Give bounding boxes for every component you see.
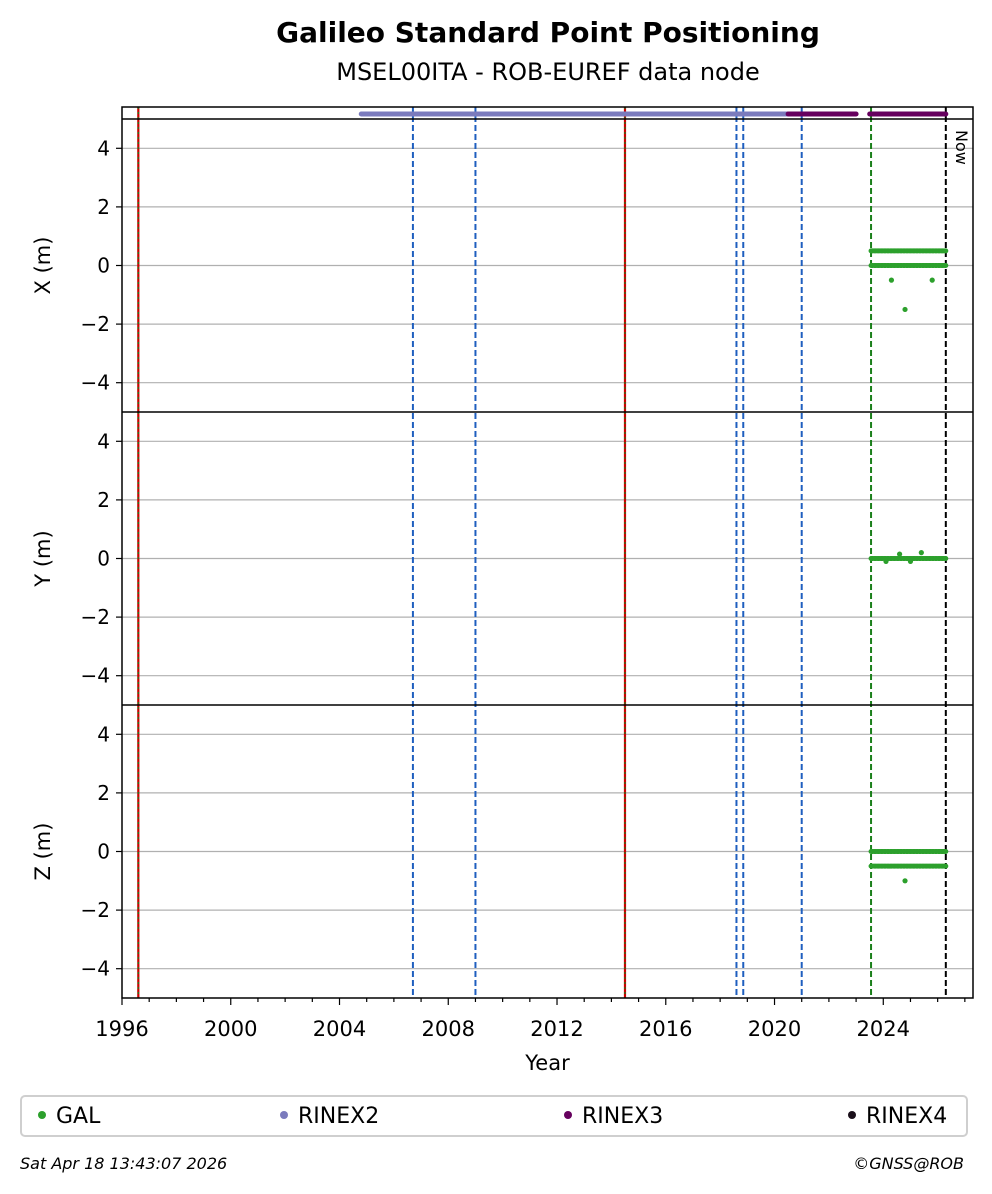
chart-title: Galileo Standard Point Positioning — [276, 16, 820, 49]
y-tick-label: 2 — [97, 781, 110, 805]
y-axis-label: Z (m) — [31, 823, 55, 881]
y-tick-label: 4 — [97, 136, 110, 160]
y-tick-label: 0 — [97, 840, 110, 864]
x-tick-label: 2004 — [313, 1017, 366, 1041]
x-tick-label: 1996 — [95, 1017, 148, 1041]
x-tick-label: 2008 — [422, 1017, 475, 1041]
x-tick-label: 2012 — [530, 1017, 583, 1041]
chart-area: −4 −2 0 2 4 X (m) −4 −2 0 2 4 Y (m) −4 −2 0 2 4 Z (m) Now 1… — [31, 106, 974, 1075]
legend-marker-gal — [38, 1111, 46, 1119]
legend-item-rinex3: RINEX3 — [564, 1104, 663, 1129]
gal-point — [918, 550, 924, 556]
y-tick-label: 2 — [97, 488, 110, 512]
y-tick-label: −4 — [81, 371, 110, 395]
y-tick-label: 0 — [97, 547, 110, 571]
legend-label-rinex2: RINEX2 — [298, 1104, 380, 1129]
now-label: Now — [952, 130, 971, 165]
y-axis-label: X (m) — [31, 237, 55, 295]
y-tick-label: −2 — [81, 312, 110, 336]
legend-label-rinex4: RINEX4 — [866, 1104, 948, 1129]
gal-point — [907, 558, 914, 565]
y-axis-label: Y (m) — [31, 530, 55, 587]
legend: GAL RINEX2 RINEX3 RINEX4 — [20, 1095, 968, 1137]
y-tick-label: −4 — [81, 957, 110, 981]
legend-item-rinex2: RINEX2 — [280, 1104, 379, 1129]
y-tick-label: 4 — [97, 429, 110, 453]
x-tick-label: 2000 — [204, 1017, 257, 1041]
footer-copyright: ©GNSS@ROB — [853, 1154, 964, 1173]
footer-timestamp: Sat Apr 18 13:43:07 2026 — [20, 1154, 228, 1173]
y-tick-label: −2 — [81, 898, 110, 922]
y-tick-label: −2 — [81, 605, 110, 629]
x-tick-label: 2016 — [639, 1017, 692, 1041]
legend-marker-rinex3 — [564, 1111, 572, 1119]
legend-label-gal: GAL — [56, 1104, 101, 1129]
legend-marker-rinex2 — [280, 1111, 288, 1119]
gal-point — [883, 558, 889, 565]
gal-point — [902, 306, 908, 313]
y-tick-label: 4 — [97, 722, 110, 746]
gal-point — [888, 277, 895, 283]
gal-point — [929, 277, 935, 283]
legend-item-rinex4: RINEX4 — [848, 1104, 947, 1129]
y-tick-label: 2 — [97, 195, 110, 219]
plot-frame — [121, 106, 974, 999]
gal-point — [902, 878, 908, 884]
gal-point — [896, 551, 903, 557]
legend-marker-rinex4 — [848, 1111, 856, 1119]
chart-subtitle: MSEL00ITA - ROB-EUREF data node — [336, 58, 760, 86]
legend-item-gal: GAL — [38, 1104, 100, 1129]
y-tick-label: 0 — [97, 254, 110, 278]
x-tick-label: 2024 — [857, 1017, 910, 1041]
y-tick-label: −4 — [81, 664, 110, 688]
x-axis-label: Year — [524, 1051, 570, 1075]
legend-label-rinex3: RINEX3 — [582, 1104, 664, 1129]
x-tick-label: 2020 — [748, 1017, 801, 1041]
